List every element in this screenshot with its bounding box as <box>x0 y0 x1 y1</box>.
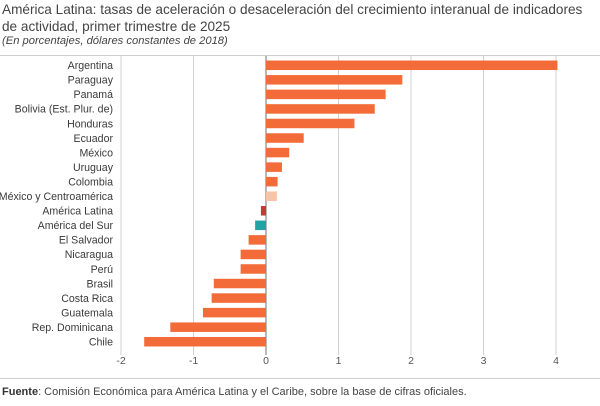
category-label: América del Sur <box>38 220 114 232</box>
category-label: Paraguay <box>68 75 114 87</box>
chart-subtitle: (En porcentajes, dólares constantes de 2… <box>2 35 228 47</box>
bar-chart: Argentina Paraguay Panamá Bolivia (Est. Plu… <box>0 56 559 367</box>
bar <box>266 118 355 129</box>
x-tick-label: 1 <box>336 355 342 367</box>
bar <box>260 206 266 216</box>
category-label: Rep. Dominicana <box>32 322 113 334</box>
top-rule <box>0 55 600 56</box>
bar <box>266 60 558 71</box>
x-tick-label: 0 <box>263 355 269 367</box>
bar <box>266 89 386 100</box>
bar <box>170 322 266 332</box>
category-label: Perú <box>91 264 113 276</box>
category-label: Colombia <box>68 176 113 188</box>
bar <box>144 336 266 347</box>
chart-title: América Latina: tasas de aceleración o d… <box>2 2 583 34</box>
source-label: Fuente <box>2 386 39 398</box>
category-label: El Salvador <box>59 235 114 247</box>
category-label: Costa Rica <box>61 293 113 305</box>
category-label: Ecuador <box>74 133 114 145</box>
x-tick-label: 4 <box>553 355 559 367</box>
bar <box>266 147 290 158</box>
bar <box>240 249 266 260</box>
bar <box>211 293 266 303</box>
category-label: Argentina <box>68 60 113 72</box>
bar <box>248 235 266 245</box>
bar <box>266 75 403 85</box>
x-tick-label: -2 <box>116 355 125 367</box>
category-label: Bolivia (Est. Plur. de) <box>15 104 113 116</box>
bar <box>266 133 304 143</box>
bar <box>266 191 277 201</box>
category-label: Chile <box>89 337 113 349</box>
bar <box>266 176 278 187</box>
bar <box>266 104 375 114</box>
source-text: : Comisión Económica para América Latina… <box>38 386 467 398</box>
bars <box>144 60 558 347</box>
x-tick-label: 3 <box>481 355 487 367</box>
x-tick-label: -1 <box>189 355 198 367</box>
category-label: América Latina <box>42 206 113 218</box>
bottom-rule <box>0 378 600 379</box>
category-label: Honduras <box>67 118 113 130</box>
bar <box>202 307 266 318</box>
category-label: Nicaragua <box>65 249 113 261</box>
bar <box>240 264 266 274</box>
category-label: Uruguay <box>73 162 114 174</box>
category-label: México <box>79 147 113 159</box>
bar <box>255 220 266 231</box>
category-labels: Argentina Paraguay Panamá Bolivia (Est. Plu… <box>0 60 114 348</box>
category-label: Guatemala <box>61 307 113 319</box>
category-label: Panamá <box>74 89 114 101</box>
x-tick-label: 2 <box>408 355 414 367</box>
bar <box>266 162 282 172</box>
x-tick-labels: -2 -1 0 1 2 3 4 <box>116 355 559 367</box>
gridlines <box>120 56 557 355</box>
source-note: Fuente: Comisión Económica para América … <box>2 386 467 398</box>
category-label: México y Centroamérica <box>0 191 113 203</box>
category-label: Brasil <box>87 278 114 290</box>
bar <box>213 278 266 289</box>
